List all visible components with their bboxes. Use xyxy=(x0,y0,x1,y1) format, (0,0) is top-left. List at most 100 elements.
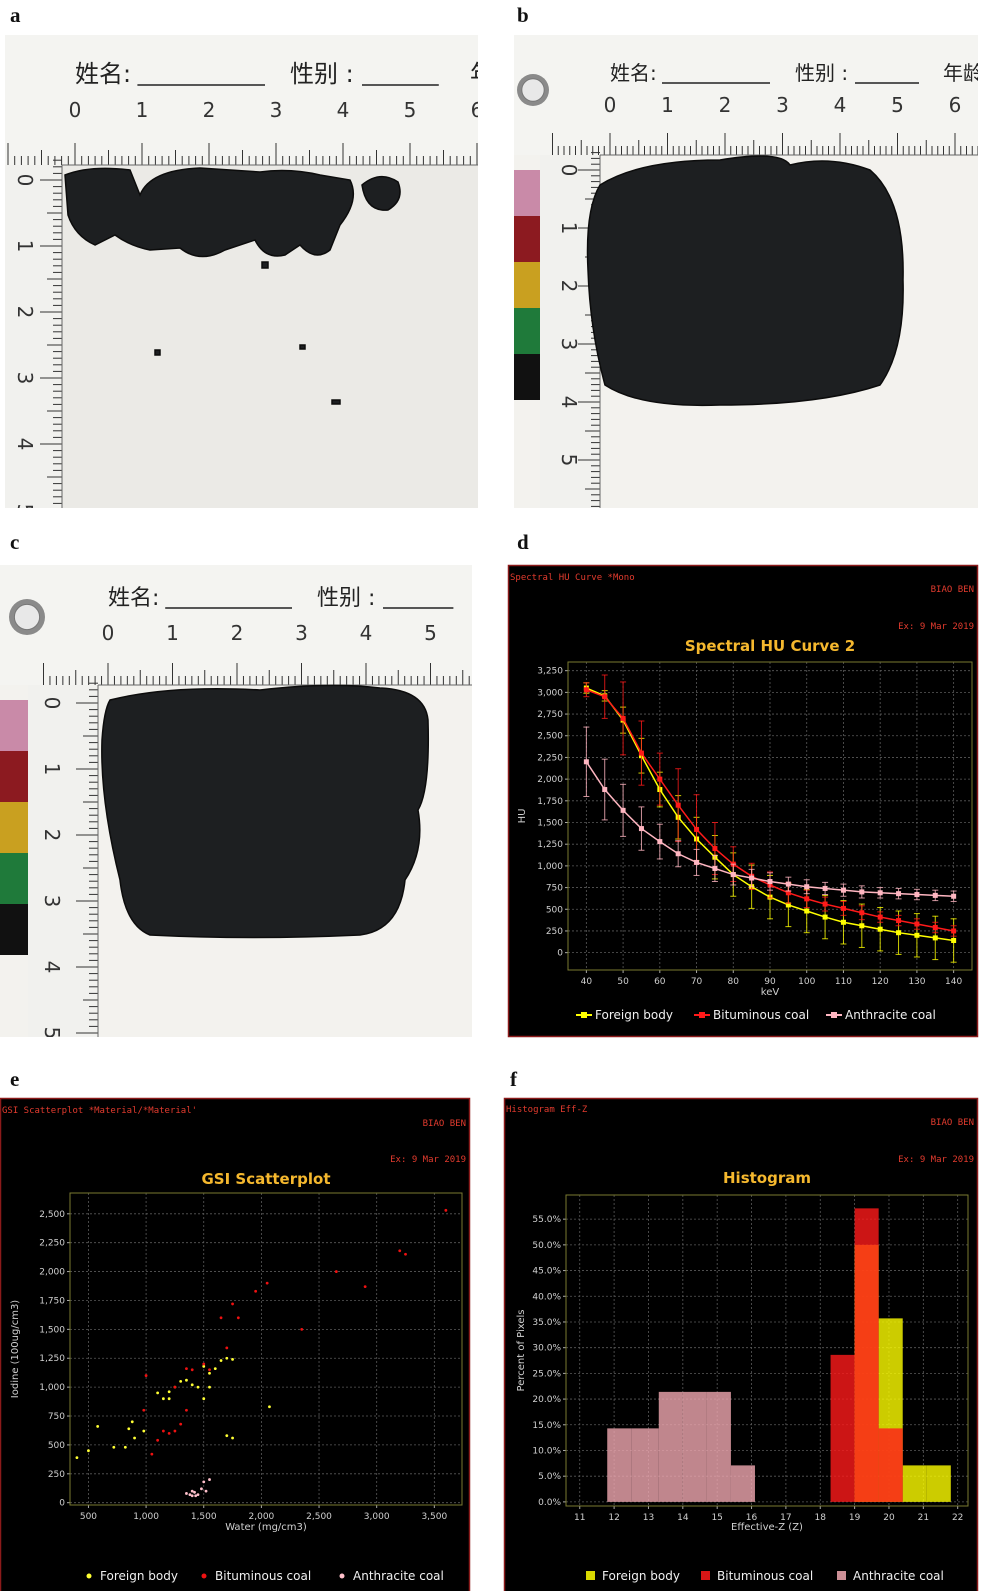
legend-marker xyxy=(581,1012,587,1018)
scatter-point xyxy=(185,1378,188,1382)
point-marker xyxy=(951,893,957,899)
scatter-point xyxy=(202,1397,206,1401)
scatter-point xyxy=(130,1420,134,1424)
scatter-point xyxy=(213,1367,217,1371)
x-tick-label: 14 xyxy=(677,1513,689,1523)
x-tick-label: 17 xyxy=(780,1513,791,1523)
scatter-point xyxy=(334,1270,338,1273)
ruler-number: 1 xyxy=(13,240,37,253)
scatter-point xyxy=(208,1478,211,1481)
ruler-number: 3 xyxy=(13,372,37,385)
scatter-point xyxy=(96,1425,100,1428)
ruler-number: 1 xyxy=(136,98,149,122)
panel-label: f xyxy=(510,1067,518,1091)
scatter-point xyxy=(231,1436,234,1440)
y-tick-label: 2,000 xyxy=(39,1268,65,1278)
y-tick-label: 1,000 xyxy=(537,862,563,872)
legend-label: Bituminous coal xyxy=(215,1569,311,1583)
ruler-number: 6 xyxy=(949,93,962,117)
color-strip xyxy=(514,216,540,262)
ruler-number: 0 xyxy=(69,98,82,122)
y-tick-label: 25.0% xyxy=(532,1369,561,1379)
scatter-point xyxy=(179,1422,183,1426)
age-label: 年龄 xyxy=(943,61,983,85)
ruler-number: 5 xyxy=(404,98,417,122)
scatter-point xyxy=(200,1487,203,1491)
ruler-number: 4 xyxy=(834,93,847,117)
x-tick-label: 12 xyxy=(608,1513,619,1523)
point-marker xyxy=(859,889,865,895)
sex-label: 性别 : xyxy=(317,586,375,611)
point-marker xyxy=(638,750,644,756)
scatter-point xyxy=(142,1429,146,1433)
legend-marker xyxy=(86,1573,92,1579)
y-tick-label: 10.0% xyxy=(532,1446,561,1456)
ruler-number: 1 xyxy=(166,621,179,645)
x-tick-label: 90 xyxy=(764,977,776,987)
point-marker xyxy=(638,826,644,832)
ruler-number: 5 xyxy=(40,1027,64,1040)
x-axis-label: Water (mg/cm3) xyxy=(225,1522,307,1533)
ruler-top xyxy=(0,565,472,685)
point-marker xyxy=(840,905,846,911)
exam-date: Ex: 9 Mar 2019 xyxy=(898,622,974,632)
y-tick-label: 0 xyxy=(557,949,563,959)
coal-sample xyxy=(64,167,355,258)
chart-title: Histogram xyxy=(723,1169,811,1187)
ruler-top xyxy=(5,35,478,165)
ruler-number: 2 xyxy=(719,93,732,117)
point-marker xyxy=(859,923,865,929)
scatter-point xyxy=(123,1445,127,1449)
x-tick-label: 140 xyxy=(945,977,962,987)
legend-label: Foreign body xyxy=(602,1569,680,1583)
x-axis-label: keV xyxy=(761,987,780,998)
point-marker xyxy=(914,921,920,927)
pin xyxy=(521,78,545,102)
ruler-number: 5 xyxy=(424,621,437,645)
y-tick-label: 5.0% xyxy=(538,1472,561,1482)
point-marker xyxy=(877,926,883,932)
histogram-bar xyxy=(854,1208,879,1502)
x-tick-label: 500 xyxy=(80,1512,97,1522)
point-marker xyxy=(804,884,810,890)
y-tick-label: 2,500 xyxy=(537,732,563,742)
photo: 0 1 2 3 4 5 6 0 1 2 3 4 5 姓名: 性别 : 年龄 xyxy=(514,35,983,508)
header-left: GSI Scatterplot *Material/*Material' xyxy=(2,1106,197,1116)
y-tick-label: 1,250 xyxy=(537,840,563,850)
point-marker xyxy=(804,908,810,914)
scatter-point xyxy=(300,1327,304,1331)
x-tick-label: 21 xyxy=(918,1513,929,1523)
coal-sample xyxy=(261,261,269,269)
color-strip xyxy=(0,751,28,802)
x-tick-label: 110 xyxy=(835,977,852,987)
point-marker xyxy=(877,914,883,920)
scatter-point xyxy=(208,1385,211,1389)
scatter-point xyxy=(185,1492,188,1495)
ruler-number: 1 xyxy=(40,763,64,776)
header-right: BIAO BEN xyxy=(931,585,974,595)
y-tick-label: 3,250 xyxy=(537,667,563,677)
x-tick-label: 2,500 xyxy=(306,1512,332,1522)
ruler-side xyxy=(28,685,98,1037)
coal-sample xyxy=(299,344,306,350)
scatter-point xyxy=(363,1285,367,1288)
histogram-bar xyxy=(926,1465,951,1502)
legend-label: Anthracite coal xyxy=(845,1008,936,1022)
scatter-point xyxy=(265,1281,269,1285)
scatter-point xyxy=(156,1391,160,1395)
y-tick-label: 750 xyxy=(546,884,563,894)
scatter-point xyxy=(254,1289,258,1293)
pin xyxy=(13,603,41,631)
ruler-number: 3 xyxy=(270,98,283,122)
y-tick-label: 1,250 xyxy=(39,1354,65,1364)
scatter-point xyxy=(231,1358,234,1361)
ruler-number: 0 xyxy=(604,93,617,117)
ruler-number: 1 xyxy=(557,222,581,235)
histogram-bar xyxy=(706,1391,731,1502)
scatter-point xyxy=(167,1431,171,1435)
header-right: BIAO BEN xyxy=(423,1119,466,1129)
y-tick-label: 30.0% xyxy=(532,1344,561,1354)
x-tick-label: 130 xyxy=(908,977,925,987)
x-tick-label: 2,000 xyxy=(249,1512,275,1522)
y-tick-label: 2,500 xyxy=(39,1210,65,1220)
